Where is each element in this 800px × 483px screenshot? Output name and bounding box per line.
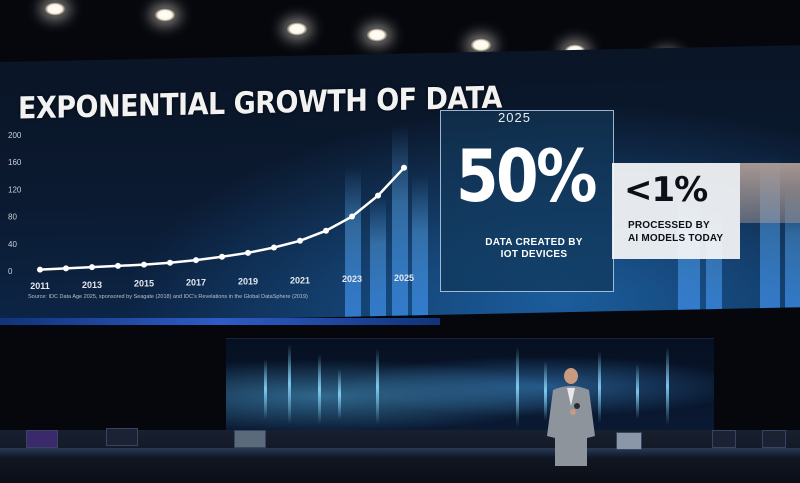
x-tick-label: 2013 (82, 280, 102, 290)
light-particle (636, 364, 639, 419)
light-particle (516, 347, 519, 427)
data-point (245, 249, 251, 256)
stat-main-caption: DATA CREATED BY IOT DEVICES (474, 237, 594, 261)
lower-video-screen (226, 338, 714, 434)
light-particle (338, 369, 341, 419)
light-particle (318, 354, 321, 424)
ceiling-light (286, 22, 308, 36)
stat-card-ai (612, 163, 740, 259)
data-point (401, 164, 407, 171)
stage-monitor (26, 430, 58, 448)
y-tick-label: 0 (8, 267, 13, 276)
light-particle (264, 359, 267, 419)
data-point (193, 257, 199, 264)
y-tick-label: 200 (8, 131, 22, 140)
x-tick-label: 2017 (186, 278, 206, 288)
growth-line-chart: 0 40 80 120 160 200 2011 2013 2015 2017 2019 2021 20… (8, 131, 414, 291)
ceiling-light (470, 38, 492, 52)
stage-monitor (234, 430, 266, 448)
data-point (375, 192, 381, 199)
x-tick-label: 2019 (238, 276, 258, 286)
presenter-figure (547, 368, 595, 466)
stat-secondary-caption-line2: AI MODELS TODAY (628, 233, 724, 244)
stage-monitor (106, 428, 138, 446)
stat-secondary-caption: PROCESSED BY AI MODELS TODAY (628, 219, 723, 245)
light-particle (376, 349, 379, 424)
data-point (297, 237, 303, 244)
stat-secondary-value: <1% (624, 170, 708, 210)
stat-main-value: 50% (456, 134, 597, 218)
x-tick-label: 2015 (134, 279, 154, 289)
data-point (349, 213, 355, 220)
stage-monitor (616, 432, 642, 450)
stat-secondary-caption-line1: PROCESSED BY (628, 220, 710, 231)
y-tick-label: 160 (8, 158, 22, 167)
stage-monitor (762, 430, 786, 448)
led-strip (0, 318, 440, 325)
light-particle (544, 361, 547, 421)
stat-main-caption-line2: IOT DEVICES (500, 249, 568, 260)
y-tick-label: 40 (8, 240, 17, 249)
data-point (219, 253, 225, 260)
stat-main-caption-line1: DATA CREATED BY (485, 237, 583, 248)
ceiling-light (154, 8, 176, 22)
data-point (63, 265, 69, 272)
ceiling-light (44, 2, 66, 16)
data-point (89, 264, 95, 271)
data-point (323, 227, 329, 234)
data-point (37, 266, 43, 273)
data-point (115, 262, 121, 269)
data-point (141, 261, 147, 268)
light-particle (598, 351, 601, 423)
x-tick-label: 2023 (342, 274, 362, 284)
x-tick-label: 2021 (290, 275, 310, 285)
y-tick-label: 80 (8, 213, 17, 222)
source-citation: Source: IDC Data Age 2025, sponsored by … (28, 294, 308, 300)
x-tick-label: 2025 (394, 273, 414, 283)
ceiling-light (366, 28, 388, 42)
card-decoration (740, 163, 800, 223)
y-tick-label: 120 (8, 185, 22, 194)
stage-monitor (712, 430, 736, 448)
stat-year: 2025 (498, 110, 531, 125)
x-tick-label: 2011 (30, 281, 50, 291)
stat-card-iot (440, 110, 614, 292)
data-point (167, 259, 173, 266)
light-particle (666, 347, 669, 425)
light-particle (288, 344, 291, 424)
stage-edge (0, 448, 800, 458)
data-point (271, 244, 277, 251)
